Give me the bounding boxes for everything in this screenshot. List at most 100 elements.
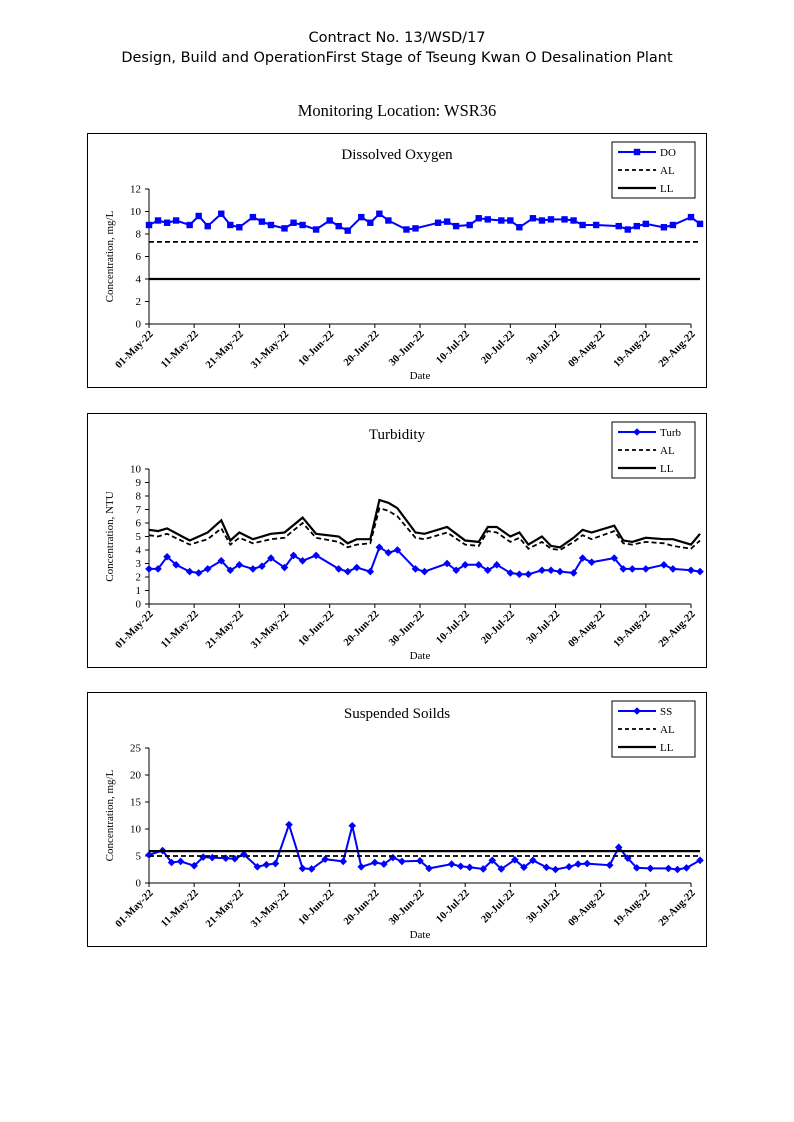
- x-tick-label: 20-Jul-22: [480, 609, 517, 646]
- data-point: [376, 210, 383, 217]
- data-point: [538, 566, 546, 575]
- data-point: [385, 217, 392, 224]
- data-point: [227, 221, 234, 229]
- data-point: [614, 843, 623, 852]
- data-point: [185, 567, 194, 576]
- data-point: [312, 551, 320, 560]
- legend-label-do: DO: [660, 147, 676, 159]
- data-point: [507, 217, 514, 224]
- data-point: [434, 219, 442, 226]
- data-point: [235, 561, 244, 569]
- legend-marker: [633, 148, 641, 156]
- data-point: [271, 859, 280, 868]
- data-point: [628, 565, 637, 573]
- data-point: [633, 864, 641, 872]
- y-tick-label: 6: [136, 518, 142, 530]
- y-tick-label: 5: [136, 531, 142, 543]
- data-point: [145, 221, 153, 229]
- data-point: [195, 212, 202, 220]
- y-axis-label: Concentration, mg/L: [104, 769, 116, 861]
- series-line-al: [148, 507, 701, 551]
- y-tick-label: 25: [130, 743, 142, 755]
- data-point: [145, 851, 153, 859]
- data-point: [475, 215, 482, 222]
- data-point: [299, 221, 306, 229]
- legend-label-turb: Turb: [660, 427, 681, 439]
- data-point: [551, 865, 560, 874]
- data-point: [633, 222, 640, 230]
- data-point: [511, 855, 519, 864]
- data-point: [298, 557, 307, 565]
- data-point: [484, 216, 491, 223]
- data-point: [506, 569, 515, 577]
- data-point: [343, 567, 352, 576]
- x-tick-label: 30-Jun-22: [387, 609, 427, 649]
- x-axis-label: Date: [410, 929, 431, 941]
- y-tick-label: 8: [136, 229, 142, 241]
- y-tick-label: 10: [130, 464, 142, 476]
- x-tick-label: 29-Aug-22: [657, 888, 698, 929]
- data-point: [290, 219, 297, 226]
- chart-panel-turbidity: Turbidity 0 1 2 3 4 5 6 7 8 9 10 01-May-22 11-May-22 2…: [87, 413, 707, 668]
- data-point: [619, 565, 628, 573]
- x-tick-label: 19-Aug-22: [612, 329, 653, 370]
- data-point: [687, 213, 695, 221]
- data-point: [696, 220, 704, 228]
- series-line-ll: [148, 498, 701, 549]
- x-axis-label: Date: [410, 650, 431, 662]
- data-point: [660, 561, 668, 569]
- data-point: [497, 865, 506, 873]
- data-point: [172, 561, 180, 569]
- y-tick-label: 15: [130, 797, 142, 809]
- data-point: [488, 856, 497, 865]
- data-point: [249, 213, 257, 221]
- data-point: [610, 554, 619, 562]
- data-point: [218, 210, 225, 217]
- data-point: [217, 557, 226, 565]
- x-tick-label: 20-Jul-22: [480, 329, 517, 366]
- header-contract-number: Contract No. 13/WSD/17: [308, 30, 486, 46]
- y-tick-label: 10: [130, 206, 142, 218]
- legend-label-ll: LL: [660, 463, 674, 475]
- data-point: [574, 860, 582, 868]
- data-point: [542, 863, 551, 872]
- x-tick-label: 11-May-22: [159, 609, 201, 651]
- data-point: [646, 864, 655, 873]
- data-point: [312, 226, 320, 233]
- data-point: [592, 221, 600, 229]
- data-point: [258, 562, 266, 570]
- data-point: [366, 567, 375, 576]
- data-point: [398, 857, 406, 866]
- data-point: [605, 861, 614, 869]
- data-point: [465, 863, 474, 872]
- data-point: [529, 856, 537, 865]
- x-tick-label: 01-May-22: [114, 609, 156, 651]
- y-tick-label: 12: [130, 184, 141, 196]
- data-point: [307, 865, 316, 873]
- data-point: [524, 570, 533, 579]
- data-point: [335, 222, 342, 230]
- data-point: [664, 864, 673, 873]
- data-point: [176, 857, 185, 866]
- x-tick-label: 30-Jun-22: [387, 888, 427, 928]
- y-tick-label: 1: [136, 585, 142, 597]
- data-point: [380, 860, 388, 868]
- x-tick-label: 10-Jun-22: [297, 888, 337, 928]
- x-tick-label: 30-Jul-22: [525, 329, 562, 366]
- data-point: [615, 222, 622, 230]
- data-point: [642, 565, 650, 573]
- x-tick-label: 31-May-22: [249, 888, 291, 930]
- data-point: [547, 216, 555, 223]
- y-tick-label: 0: [136, 599, 142, 611]
- data-point: [203, 565, 212, 573]
- chart-panel-dissolved-oxygen: Dissolved Oxygen 0 2 4 6 8 10 12 01-May-22 11-May…: [87, 133, 707, 388]
- data-point: [285, 820, 293, 829]
- x-tick-label: 01-May-22: [114, 888, 156, 930]
- monitoring-location: Monitoring Location: WSR36: [297, 101, 497, 120]
- data-point: [529, 215, 537, 222]
- data-point: [367, 219, 374, 226]
- data-point: [384, 548, 393, 557]
- data-point: [642, 220, 650, 228]
- y-tick-label: 4: [136, 274, 142, 286]
- x-tick-label: 11-May-22: [159, 888, 201, 930]
